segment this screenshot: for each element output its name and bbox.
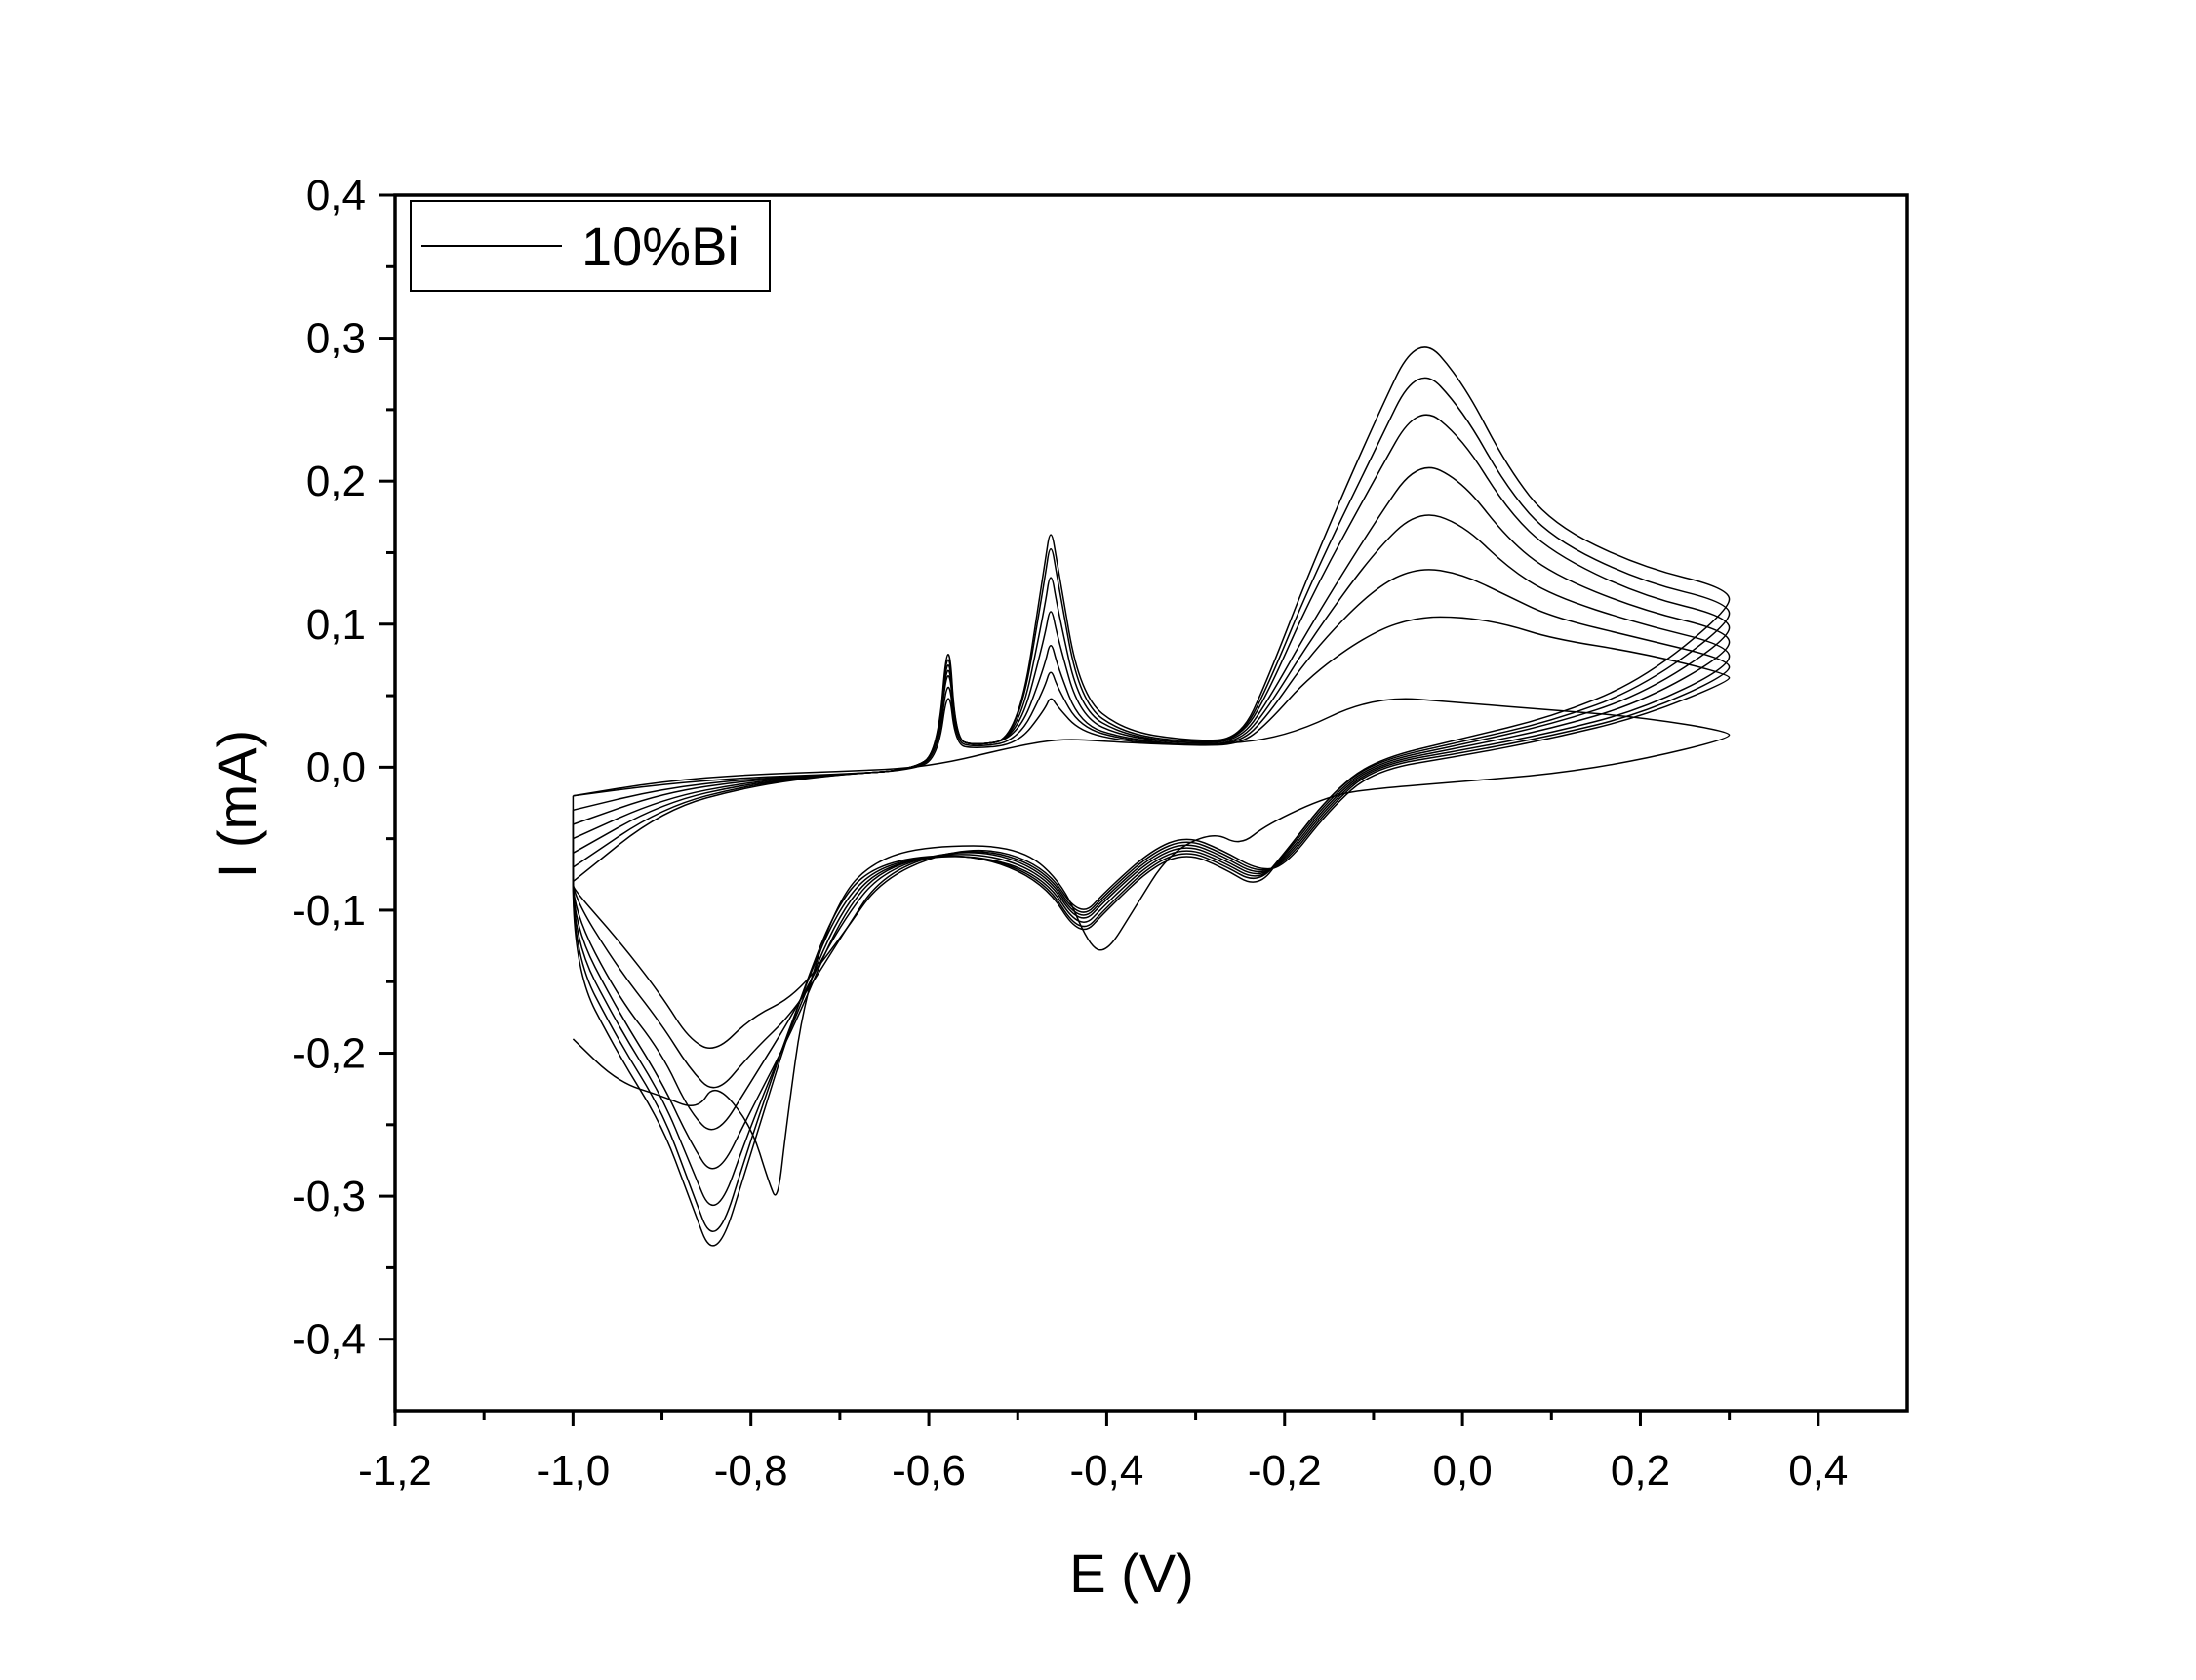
x-tick-label: -1,2 (358, 1447, 432, 1495)
x-tick-label: -0,6 (892, 1447, 966, 1495)
x-tick-label: -1,0 (536, 1447, 610, 1495)
y-axis: 0,4 0,3 0,2 0,1 0,0 -0,1 -0,2 -0,3 -0,4 (292, 172, 395, 1364)
x-tick-label: 0,4 (1788, 1447, 1848, 1495)
cv-cycle-3 (572, 414, 1731, 1206)
y-tick-label: -0,4 (292, 1316, 366, 1364)
cv-cycle-5 (572, 514, 1731, 1131)
cv-cycle-7 (572, 616, 1731, 1049)
cv-cycle-6 (572, 569, 1731, 1089)
y-tick-label: -0,3 (292, 1173, 366, 1220)
y-tick-label: 0,1 (306, 601, 366, 649)
legend: 10%Bi (410, 200, 771, 292)
x-tick-label: 0,2 (1611, 1447, 1670, 1495)
x-tick-label: -0,8 (714, 1447, 788, 1495)
cv-cycle-4 (572, 466, 1731, 1170)
y-axis-title: I (mA) (206, 730, 267, 878)
y-tick-label: 0,4 (306, 172, 366, 220)
x-tick-label: 0,0 (1433, 1447, 1493, 1495)
plot-frame (393, 193, 1909, 1413)
x-axis: -1,2 -1,0 -0,8 -0,6 -0,4 -0,2 0,0 0,2 0,4 (358, 1411, 1848, 1495)
data-series (572, 346, 1731, 1247)
x-tick-label: -0,4 (1069, 1447, 1143, 1495)
cv-cycle-1 (572, 346, 1731, 1247)
y-tick-label: -0,1 (292, 887, 366, 935)
cv-cycle-8 (572, 698, 1731, 1196)
y-tick-label: 0,2 (306, 458, 366, 505)
cv-cycle-2 (572, 377, 1731, 1232)
y-tick-label: 0,0 (306, 743, 366, 791)
legend-label: 10%Bi (581, 216, 739, 277)
y-tick-label: -0,2 (292, 1030, 366, 1078)
x-tick-label: -0,2 (1248, 1447, 1322, 1495)
x-axis-title: E (V) (1069, 1542, 1194, 1604)
y-tick-label: 0,3 (306, 315, 366, 363)
